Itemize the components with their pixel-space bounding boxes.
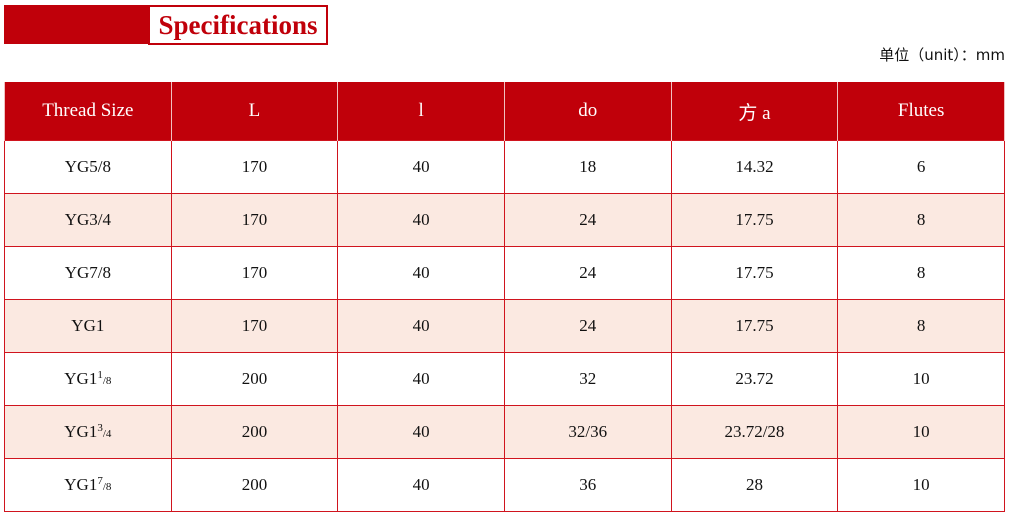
cell-a: 23.72 [670,352,839,406]
size-denominator: /8 [102,481,112,493]
cell-do: 32 [503,352,672,406]
header-l: l [337,82,505,141]
title-banner [4,5,149,44]
cell-flutes: 8 [837,246,1005,300]
cell-thread-size: YG1 [4,299,172,353]
cell-a: 17.75 [670,193,839,247]
cell-L: 200 [170,458,339,512]
cell-do: 36 [503,458,672,512]
size-main: YG1 [64,369,98,388]
header-L: L [170,82,339,141]
size-numerator: 3 [97,422,103,434]
cell-a: 14.32 [670,140,839,194]
cell-l: 40 [337,246,505,300]
table-row: YG17/8 200 40 36 28 10 [4,458,1005,512]
size-main: YG1 [64,422,98,441]
size-main: YG7/8 [64,263,111,282]
size-main: YG1 [71,316,105,335]
cell-flutes: 8 [837,193,1005,247]
size-main: YG3/4 [64,210,111,229]
cell-flutes: 8 [837,299,1005,353]
cell-thread-size: YG17/8 [4,458,172,512]
specifications-table: Thread Size L l do 方 a Flutes YG5/8 170 40… [4,82,1005,512]
table-row: YG5/8 170 40 18 14.32 6 [4,140,1005,194]
cell-L: 200 [170,352,339,406]
cell-L: 170 [170,193,339,247]
cell-l: 40 [337,193,505,247]
size-main: YG1 [64,475,98,494]
cell-do: 24 [503,193,672,247]
size-numerator: 7 [97,475,103,487]
cell-l: 40 [337,405,505,459]
cell-thread-size: YG13/4 [4,405,172,459]
cell-flutes: 6 [837,140,1005,194]
cell-L: 170 [170,140,339,194]
table-row: YG3/4 170 40 24 17.75 8 [4,193,1005,247]
cell-do: 32/36 [503,405,672,459]
header-thread-size: Thread Size [4,82,172,141]
table-row: YG7/8 170 40 24 17.75 8 [4,246,1005,300]
size-denominator: /8 [102,375,112,387]
header-flutes: Flutes [837,82,1005,141]
header-a: 方 a [670,82,839,141]
size-numerator: 1 [97,369,103,381]
header-row: Thread Size L l do 方 a Flutes [4,82,1005,141]
cell-a: 17.75 [670,246,839,300]
cell-L: 170 [170,246,339,300]
cell-l: 40 [337,352,505,406]
cell-thread-size: YG7/8 [4,246,172,300]
unit-label: 单位（unit）：mm [879,46,1005,64]
cell-do: 18 [503,140,672,194]
cell-flutes: 10 [837,458,1005,512]
cell-L: 170 [170,299,339,353]
cell-thread-size: YG3/4 [4,193,172,247]
cell-a: 17.75 [670,299,839,353]
table-row: YG1 170 40 24 17.75 8 [4,299,1005,353]
cell-l: 40 [337,299,505,353]
table-row: YG13/4 200 40 32/36 23.72/28 10 [4,405,1005,459]
cell-a: 28 [670,458,839,512]
cell-do: 24 [503,246,672,300]
cell-thread-size: YG11/8 [4,352,172,406]
cell-thread-size: YG5/8 [4,140,172,194]
size-denominator: /4 [102,428,112,440]
cell-flutes: 10 [837,405,1005,459]
cell-l: 40 [337,140,505,194]
page-title: Specifications [148,5,328,45]
size-main: YG5/8 [64,157,111,176]
cell-do: 24 [503,299,672,353]
header-do: do [503,82,672,141]
cell-l: 40 [337,458,505,512]
table-row: YG11/8 200 40 32 23.72 10 [4,352,1005,406]
cell-a: 23.72/28 [670,405,839,459]
cell-flutes: 10 [837,352,1005,406]
cell-L: 200 [170,405,339,459]
